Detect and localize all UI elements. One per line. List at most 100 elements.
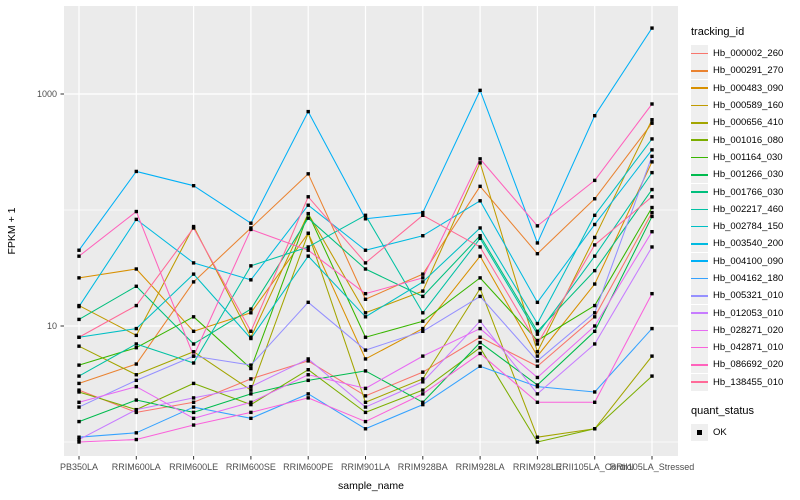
data-point	[421, 402, 425, 407]
legend-item: Hb_138455_010	[691, 373, 799, 391]
plot-panel	[64, 6, 678, 456]
data-point	[134, 217, 138, 222]
legend-item: Hb_002784_150	[691, 218, 799, 236]
legend-item: Hb_000656_410	[691, 114, 799, 132]
legend-key	[691, 79, 708, 97]
legend-item: Hb_000002_260	[691, 45, 799, 63]
legend-key	[691, 114, 708, 132]
data-point	[306, 396, 310, 400]
legend-item-label: Hb_028271_020	[713, 324, 784, 336]
data-point	[363, 405, 368, 409]
data-point	[134, 437, 138, 442]
data-point	[363, 394, 368, 398]
legend-key	[691, 424, 708, 442]
data-point	[191, 329, 196, 334]
legend-item-label: Hb_003540_200	[713, 238, 784, 250]
legend-key	[691, 131, 708, 149]
legend-item-label: Hb_004162_180	[713, 273, 784, 284]
data-point	[593, 243, 597, 247]
data-point	[421, 272, 425, 276]
data-point	[650, 205, 654, 210]
legend-color-line-icon	[691, 329, 708, 332]
data-point	[306, 368, 310, 372]
legend-color-line-icon	[691, 122, 708, 124]
data-point	[421, 210, 425, 215]
data-point	[134, 303, 138, 308]
data-point	[363, 369, 368, 373]
data-point	[650, 26, 654, 30]
legend-color-line-icon	[691, 381, 708, 384]
data-point	[535, 440, 540, 444]
legend-color-line-icon	[691, 243, 708, 245]
data-point	[478, 236, 482, 241]
data-point	[306, 211, 310, 216]
data-point	[249, 363, 253, 367]
legend-title-tracking-id: tracking_id	[691, 26, 745, 38]
data-point	[421, 294, 425, 299]
data-point	[535, 359, 540, 363]
legend-item-label: Hb_001266_030	[713, 169, 784, 181]
legend-color-line-icon	[691, 191, 708, 193]
data-point	[650, 230, 654, 234]
data-point	[421, 329, 425, 334]
data-point	[535, 332, 540, 336]
data-point	[77, 435, 81, 439]
data-point	[134, 169, 138, 174]
legend-item-label: Hb_000656_410	[713, 117, 784, 129]
data-point	[363, 311, 368, 315]
legend-key	[691, 270, 708, 287]
data-point	[306, 203, 310, 207]
data-point	[191, 226, 196, 230]
data-point	[191, 410, 196, 415]
legend-item-label: Hb_005321_010	[713, 290, 784, 302]
data-point	[191, 396, 196, 400]
data-points	[77, 26, 654, 444]
data-point	[478, 364, 482, 368]
data-point	[478, 319, 482, 323]
legend-color-line-icon	[691, 139, 708, 141]
legend-item-label: Hb_001766_030	[713, 186, 784, 198]
legend-item: Hb_000483_090	[691, 79, 799, 97]
legend-item-label: Hb_086692_020	[713, 359, 784, 371]
data-point	[478, 161, 482, 165]
x-axis-title: sample_name	[338, 480, 404, 492]
data-point	[421, 280, 425, 284]
legend-item: Hb_004162_180	[691, 270, 799, 287]
data-point	[478, 184, 482, 189]
data-point	[593, 178, 597, 183]
data-point	[249, 416, 253, 421]
x-tick-label: RRIM901LA	[341, 462, 390, 472]
legend-item: Hb_028271_020	[691, 321, 799, 339]
data-point	[249, 227, 253, 232]
legend-item: Hb_086692_020	[691, 356, 799, 374]
data-point	[191, 272, 196, 276]
data-point	[478, 226, 482, 230]
data-point	[191, 423, 196, 427]
data-point	[478, 340, 482, 345]
data-point	[535, 252, 540, 256]
data-point	[478, 294, 482, 299]
legend-key	[691, 218, 708, 236]
x-tick-label: RRIM928LE	[513, 462, 562, 472]
data-point	[478, 286, 482, 291]
data-point	[535, 300, 540, 305]
x-tick-label: RRIM600LA	[112, 462, 161, 472]
data-point	[249, 307, 253, 311]
data-point	[593, 254, 597, 258]
data-point	[478, 276, 482, 280]
data-point	[593, 268, 597, 273]
data-point	[191, 400, 196, 404]
legend: tracking_id Hb_000002_260 Hb_000291_270 Hb…	[691, 26, 799, 442]
data-point	[191, 416, 196, 421]
data-point	[650, 354, 654, 358]
data-point	[478, 199, 482, 203]
data-point	[363, 315, 368, 319]
y-tick-label: 10	[47, 321, 57, 331]
data-point	[650, 187, 654, 192]
legend-item-label: Hb_001164_030	[713, 151, 783, 163]
legend-color-line-icon	[691, 260, 708, 262]
data-point	[421, 370, 425, 374]
legend-block-quant-status: quant_status OK	[691, 405, 799, 442]
data-point	[650, 160, 654, 164]
data-point	[421, 213, 425, 218]
